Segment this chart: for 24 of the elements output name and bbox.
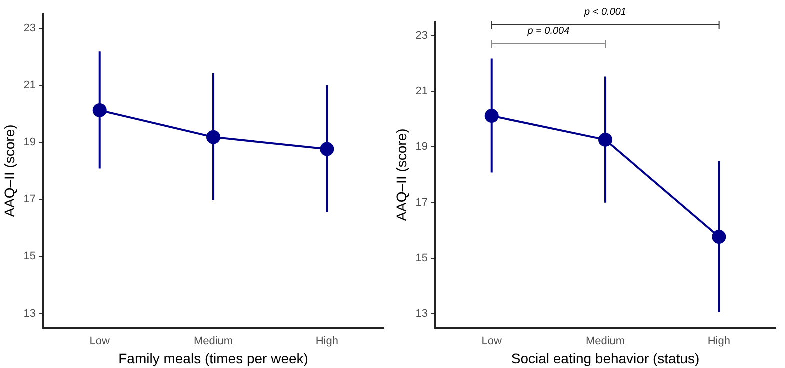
annotation: p = 0.004 (526, 26, 571, 38)
y-tick-label: 13 (24, 308, 36, 320)
x-tick-label: Medium (194, 336, 234, 348)
x-tick-label: High (316, 336, 338, 348)
y-tick-label: 19 (24, 136, 36, 148)
y-tick-label: 17 (24, 194, 36, 206)
y-tick-label: 17 (416, 196, 428, 209)
y-tick-label: 23 (416, 30, 428, 42)
x-tick-label: Medium (586, 336, 626, 348)
y-tick-label: 15 (416, 252, 428, 264)
y-tick-label: 21 (416, 86, 428, 98)
x-tick-label: Low (482, 336, 502, 348)
x-axis-title: Family meals (times per week) (118, 350, 308, 366)
y-tick-label: 23 (24, 22, 36, 34)
y-tick-label: 13 (416, 308, 428, 320)
text: p < 0.001 (583, 7, 628, 19)
y-tick-label: 15 (24, 250, 36, 263)
y-tick-label: 21 (24, 79, 36, 92)
y-axis-title: AAQ–II (score) (1, 124, 18, 218)
x-tick-label: Low (90, 336, 110, 348)
y-axis-title: AAQ–II (score) (393, 128, 410, 222)
y-tick-label: 19 (416, 141, 428, 154)
x-tick-label: High (708, 336, 730, 348)
x-axis-title: Social eating behavior (status) (511, 350, 700, 366)
